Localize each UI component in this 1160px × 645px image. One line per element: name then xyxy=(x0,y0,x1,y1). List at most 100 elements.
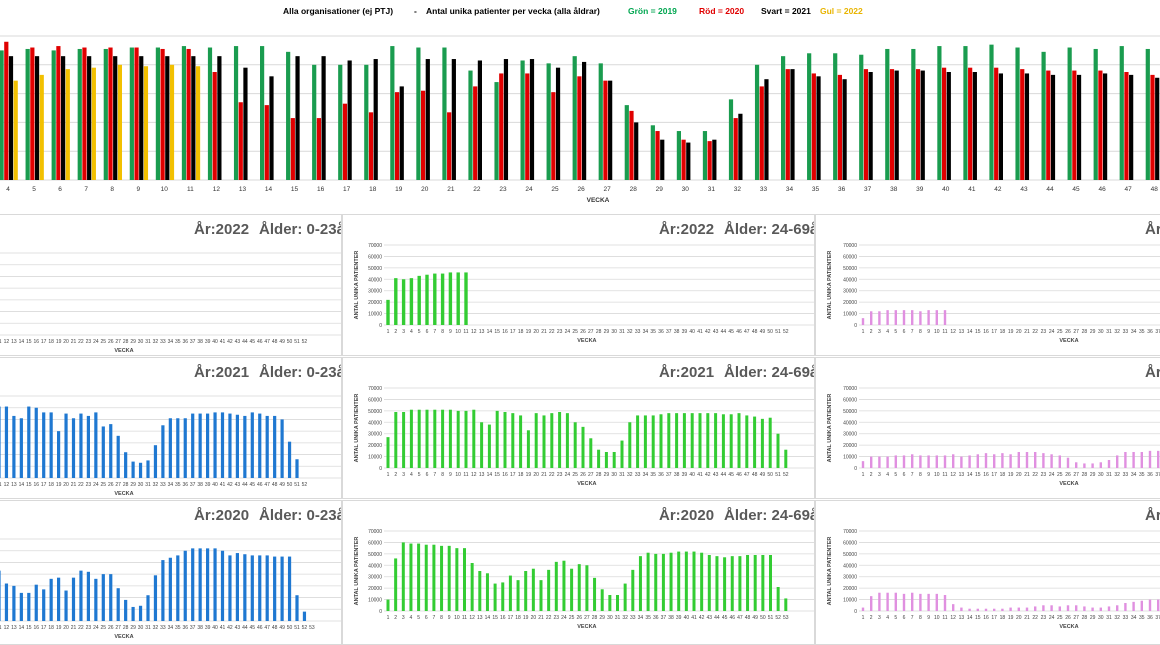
bar-43-series-1 xyxy=(1020,69,1025,180)
y-tick-label: 70000 xyxy=(843,386,857,392)
bar-44-series-0 xyxy=(1041,51,1046,181)
x-tick-label: 31 xyxy=(1106,615,1112,621)
x-tick-label: 26 xyxy=(576,615,582,621)
bar-week-1 xyxy=(386,299,390,325)
bar-week-50 xyxy=(768,417,772,468)
x-tick-label: 7 xyxy=(433,329,436,335)
bar-35-series-1 xyxy=(811,73,816,180)
y-tick-label: 10000 xyxy=(843,455,857,461)
bar-week-21 xyxy=(1025,452,1029,468)
x-tick-label: 24 xyxy=(1049,329,1055,335)
bar-37-series-2 xyxy=(868,72,873,180)
bar-week-12 xyxy=(4,406,9,478)
x-tick-label: 18 xyxy=(518,472,524,478)
bar-week-25 xyxy=(570,568,574,611)
x-tick-label: 30 xyxy=(1098,472,1104,478)
x-tick-label: 49 xyxy=(279,482,285,488)
x-tick-label: 22 xyxy=(1032,615,1038,621)
bar-week-34 xyxy=(643,415,647,468)
x-tick-label: 17 xyxy=(510,472,516,478)
bar-33-series-0 xyxy=(754,64,760,180)
bar-week-25 xyxy=(573,422,577,468)
y-tick-label: 10000 xyxy=(368,312,382,318)
x-tick-label: 50 xyxy=(287,625,293,631)
x-tick-label: 36 xyxy=(1147,472,1153,478)
bar-week-18 xyxy=(1001,608,1004,611)
bar-week-15 xyxy=(495,410,499,468)
bar-week-42 xyxy=(700,552,704,611)
bar-week-43 xyxy=(235,553,239,621)
x-tick-label: 10 xyxy=(455,472,461,478)
x-tick-label: 22 xyxy=(78,625,84,631)
bar-41-series-0 xyxy=(963,46,968,180)
x-tick-label: 27 xyxy=(584,615,590,621)
x-tick-label: 16 xyxy=(33,339,39,345)
panel-title: År:2021 xyxy=(1145,364,1160,381)
y-tick-label: 60000 xyxy=(368,254,382,260)
bar-week-24 xyxy=(94,412,98,478)
x-tick-label: 17 xyxy=(991,615,997,621)
bar-week-48 xyxy=(273,556,277,621)
y-tick-label: 0 xyxy=(854,323,857,329)
bar-week-28 xyxy=(1083,606,1086,611)
bar-week-45 xyxy=(250,412,254,478)
x-tick-label: 24 xyxy=(565,472,571,478)
x-tick-label: 34 xyxy=(786,186,794,193)
bar-46-series-2 xyxy=(1103,73,1108,180)
bar-week-8 xyxy=(440,273,445,325)
bar-week-26 xyxy=(109,424,113,478)
bar-week-19 xyxy=(1009,454,1012,468)
bar-48-series-0 xyxy=(1145,48,1150,181)
bar-26-series-0 xyxy=(572,56,577,180)
x-tick-label: 50 xyxy=(767,329,773,335)
x-tick-label: 26 xyxy=(108,625,114,631)
x-tick-label: 24 xyxy=(93,339,99,345)
x-tick-label: 38 xyxy=(197,625,203,631)
x-tick-label: 29 xyxy=(599,615,605,621)
bar-week-37 xyxy=(661,553,665,611)
bar-13-series-1 xyxy=(238,102,243,180)
x-axis-label: VECKA xyxy=(1059,481,1078,487)
bar-week-30 xyxy=(138,462,143,478)
bar-32-series-1 xyxy=(733,118,738,180)
x-tick-label: 31 xyxy=(708,186,716,193)
x-tick-label: 17 xyxy=(41,339,47,345)
x-tick-label: 42 xyxy=(699,615,705,621)
bar-46-series-1 xyxy=(1098,70,1103,180)
y-tick-label: 30000 xyxy=(368,575,382,581)
bar-10-series-3 xyxy=(169,64,175,180)
bar-week-1 xyxy=(861,607,865,611)
bar-week-28 xyxy=(593,577,597,611)
x-tick-label: 20 xyxy=(1016,329,1022,335)
y-tick-label: 50000 xyxy=(843,266,857,272)
x-tick-label: 1 xyxy=(387,472,390,478)
x-tick-label: 40 xyxy=(689,329,695,335)
x-tick-label: 12 xyxy=(469,615,475,621)
bar-9-series-3 xyxy=(143,66,149,180)
bar-week-45 xyxy=(729,414,733,468)
x-tick-label: 34 xyxy=(1131,472,1137,478)
x-tick-label: 37 xyxy=(190,339,196,345)
bar-week-28 xyxy=(597,449,601,468)
bar-7-series-1 xyxy=(82,47,87,180)
panel-2022-age-70plus: År:2022 0 10000 20000 30000 40000 50000 60000 7… xyxy=(815,214,1160,356)
x-tick-label: 28 xyxy=(596,329,602,335)
bar-week-43 xyxy=(707,555,711,611)
x-tick-label: 8 xyxy=(919,615,922,621)
panel-chart: 0 10000 20000 30000 40000 50000 60000 70000 ANTA… xyxy=(827,529,1160,630)
x-tick-label: 14 xyxy=(967,472,973,478)
x-tick-label: 44 xyxy=(714,615,720,621)
x-tick-label: 3 xyxy=(402,329,405,335)
x-tick-label: 51 xyxy=(294,339,300,345)
y-tick-label: 30000 xyxy=(368,432,382,438)
y-tick-label: 50000 xyxy=(843,409,857,415)
bar-week-36 xyxy=(1148,450,1152,468)
bar-28-series-0 xyxy=(624,105,629,180)
bar-7-series-0 xyxy=(77,48,82,181)
x-tick-label: 5 xyxy=(894,329,897,335)
x-tick-label: 10 xyxy=(455,329,461,335)
x-tick-label: 36 xyxy=(658,472,664,478)
bar-12-series-2 xyxy=(217,56,222,180)
x-tick-label: 11 xyxy=(463,472,468,478)
x-tick-label: 33 xyxy=(1123,472,1129,478)
